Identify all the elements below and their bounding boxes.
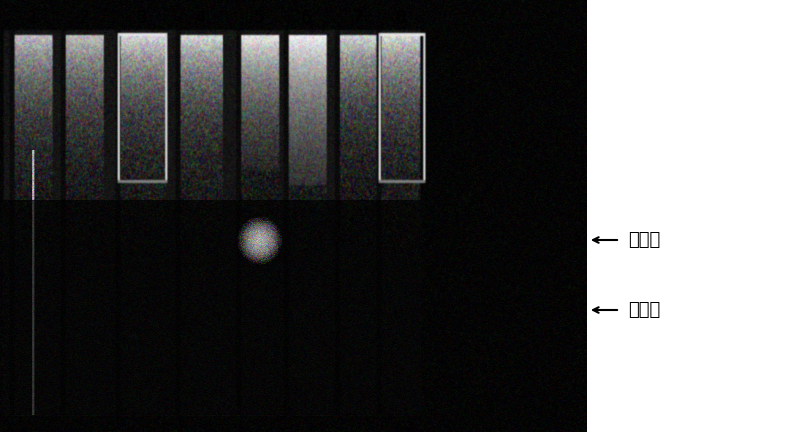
Text: 质控线: 质控线 (627, 231, 659, 249)
Text: 5: 5 (253, 9, 264, 27)
Text: 1: 1 (27, 9, 38, 27)
Text: 6: 6 (301, 9, 311, 27)
Text: 8: 8 (395, 9, 407, 27)
Text: 检测线: 检测线 (627, 301, 659, 319)
Text: 4: 4 (195, 9, 206, 27)
Text: 7: 7 (352, 9, 363, 27)
Text: 2: 2 (79, 9, 89, 27)
Text: 3: 3 (137, 9, 148, 27)
